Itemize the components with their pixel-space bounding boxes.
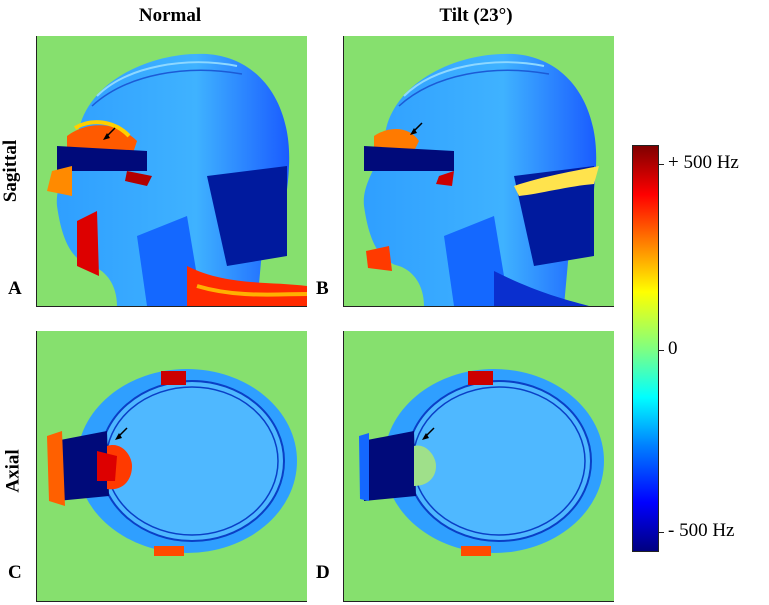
arrow-marker bbox=[118, 427, 128, 437]
panel-d-axial-tilt bbox=[343, 331, 614, 602]
panel-label-c: C bbox=[8, 562, 22, 583]
panel-label-d: D bbox=[316, 562, 330, 583]
colorbar-label-min: - 500 Hz bbox=[668, 520, 735, 541]
row-title-axial: Axial bbox=[2, 449, 24, 493]
sagittal-head-tilt-image bbox=[363, 53, 599, 306]
colorbar bbox=[632, 145, 659, 552]
axial-head-tilt-image bbox=[359, 369, 604, 556]
colorbar-tick-min bbox=[658, 532, 664, 533]
column-title-tilt: Tilt (23°) bbox=[439, 5, 513, 26]
panel-label-b: B bbox=[316, 278, 329, 299]
arrow-marker bbox=[413, 122, 423, 132]
row-title-sagittal: Sagittal bbox=[0, 139, 22, 203]
colorbar-tick-mid bbox=[658, 350, 664, 351]
colorbar-label-max: + 500 Hz bbox=[668, 152, 739, 173]
axial-head-normal-image bbox=[47, 369, 297, 556]
colorbar-tick-max bbox=[658, 164, 664, 165]
panel-a-sagittal-normal bbox=[36, 36, 307, 307]
sagittal-head-normal-image bbox=[47, 53, 307, 306]
panel-b-sagittal-tilt bbox=[343, 36, 614, 307]
panel-c-axial-normal bbox=[36, 331, 307, 602]
colorbar-label-mid: 0 bbox=[668, 338, 678, 359]
arrow-marker bbox=[106, 127, 116, 137]
arrow-marker bbox=[425, 427, 435, 437]
panel-label-a: A bbox=[8, 278, 22, 299]
column-title-normal: Normal bbox=[138, 5, 202, 26]
